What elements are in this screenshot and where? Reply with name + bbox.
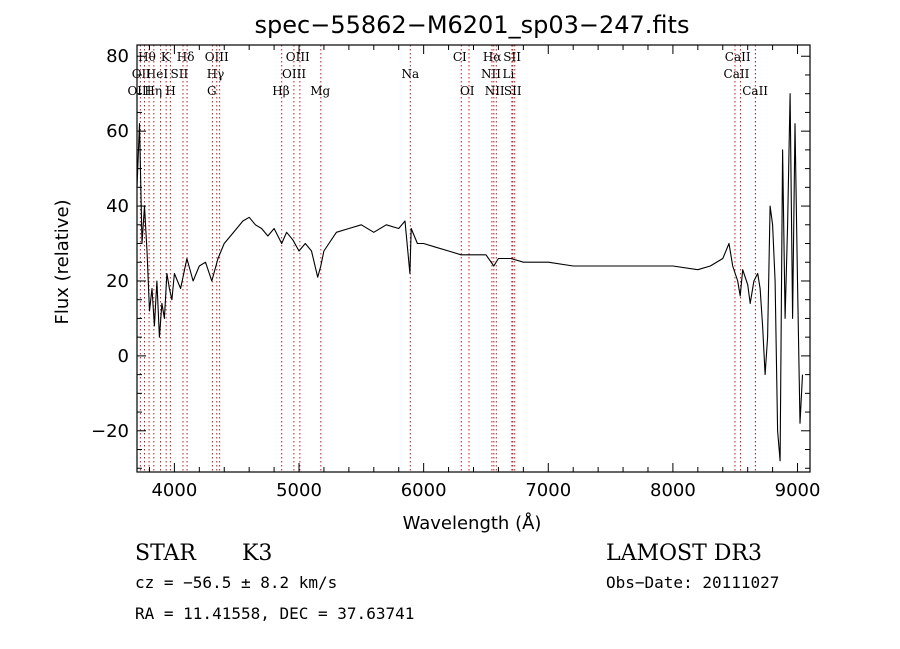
x-tick-label: 9000	[775, 480, 821, 501]
x-tick-label: 6000	[401, 480, 447, 501]
spectral-line-label: H	[165, 84, 175, 98]
ticks-layer: 4000 5000 6000 7000 8000 9000 −20 0 20 40 60 80	[91, 45, 820, 501]
y-tick-label: 80	[106, 46, 129, 67]
y-tick-label: 20	[106, 271, 129, 292]
object-class: STAR	[135, 541, 197, 566]
spectral-line-label: K	[161, 50, 171, 64]
obs-date-text: Obs−Date: 20111027	[606, 573, 779, 592]
flux-series-line	[136, 93, 804, 462]
chart-title: spec−55862−M6201_sp03−247.fits	[255, 11, 690, 39]
spectral-line-label: CI	[453, 50, 467, 64]
object-subclass: K3	[242, 541, 272, 566]
spectral-line-label: G	[207, 84, 217, 98]
y-tick-label: 0	[118, 346, 129, 367]
spectral-line-label: HeI	[146, 67, 169, 81]
spectral-line-label: OIII	[286, 50, 310, 64]
spectral-line-label: Hη	[144, 84, 162, 98]
spectral-line-label: OIII	[282, 67, 306, 81]
y-tick-label: 60	[106, 121, 129, 142]
coordinates-text: RA = 11.41558, DEC = 37.63741	[135, 604, 414, 623]
spectral-line-label: Mg	[310, 84, 330, 98]
spectral-line-label: Hβ	[272, 84, 289, 98]
spectral-line-label: NII	[481, 67, 501, 81]
y-tick-label: 40	[106, 196, 129, 217]
spectral-line-label: OIII	[127, 84, 151, 98]
spectral-line-label: SII	[504, 84, 522, 98]
survey-name: LAMOST DR3	[606, 541, 762, 566]
spectral-line-label: Hγ	[207, 67, 225, 81]
x-tick-label: 4000	[151, 480, 197, 501]
x-tick-label: 7000	[525, 480, 571, 501]
spectral-line-label: Hθ	[138, 50, 156, 64]
y-axis-label: Flux (relative)	[52, 199, 73, 324]
series-layer	[136, 93, 804, 462]
spectral-line-label: Hδ	[177, 50, 195, 64]
spectral-line-label: SII	[171, 67, 189, 81]
redshift-text: cz = −56.5 ± 8.2 km/s	[135, 573, 337, 592]
x-tick-label: 8000	[650, 480, 696, 501]
y-tick-label: −20	[91, 421, 129, 442]
spectral-line-label: NII	[485, 84, 505, 98]
x-tick-label: 5000	[276, 480, 322, 501]
x-axis-label: Wavelength (Å)	[403, 512, 542, 534]
spectral-line-label: OI	[460, 84, 475, 98]
spectral-line-label: Li	[502, 67, 514, 81]
plot-frame	[136, 44, 811, 473]
spectral-line-label: CaII	[724, 67, 750, 81]
spectral-line-label: CaII	[725, 50, 751, 64]
spectral-line-label: Na	[401, 67, 419, 81]
spectral-line-label: CaII	[742, 84, 768, 98]
